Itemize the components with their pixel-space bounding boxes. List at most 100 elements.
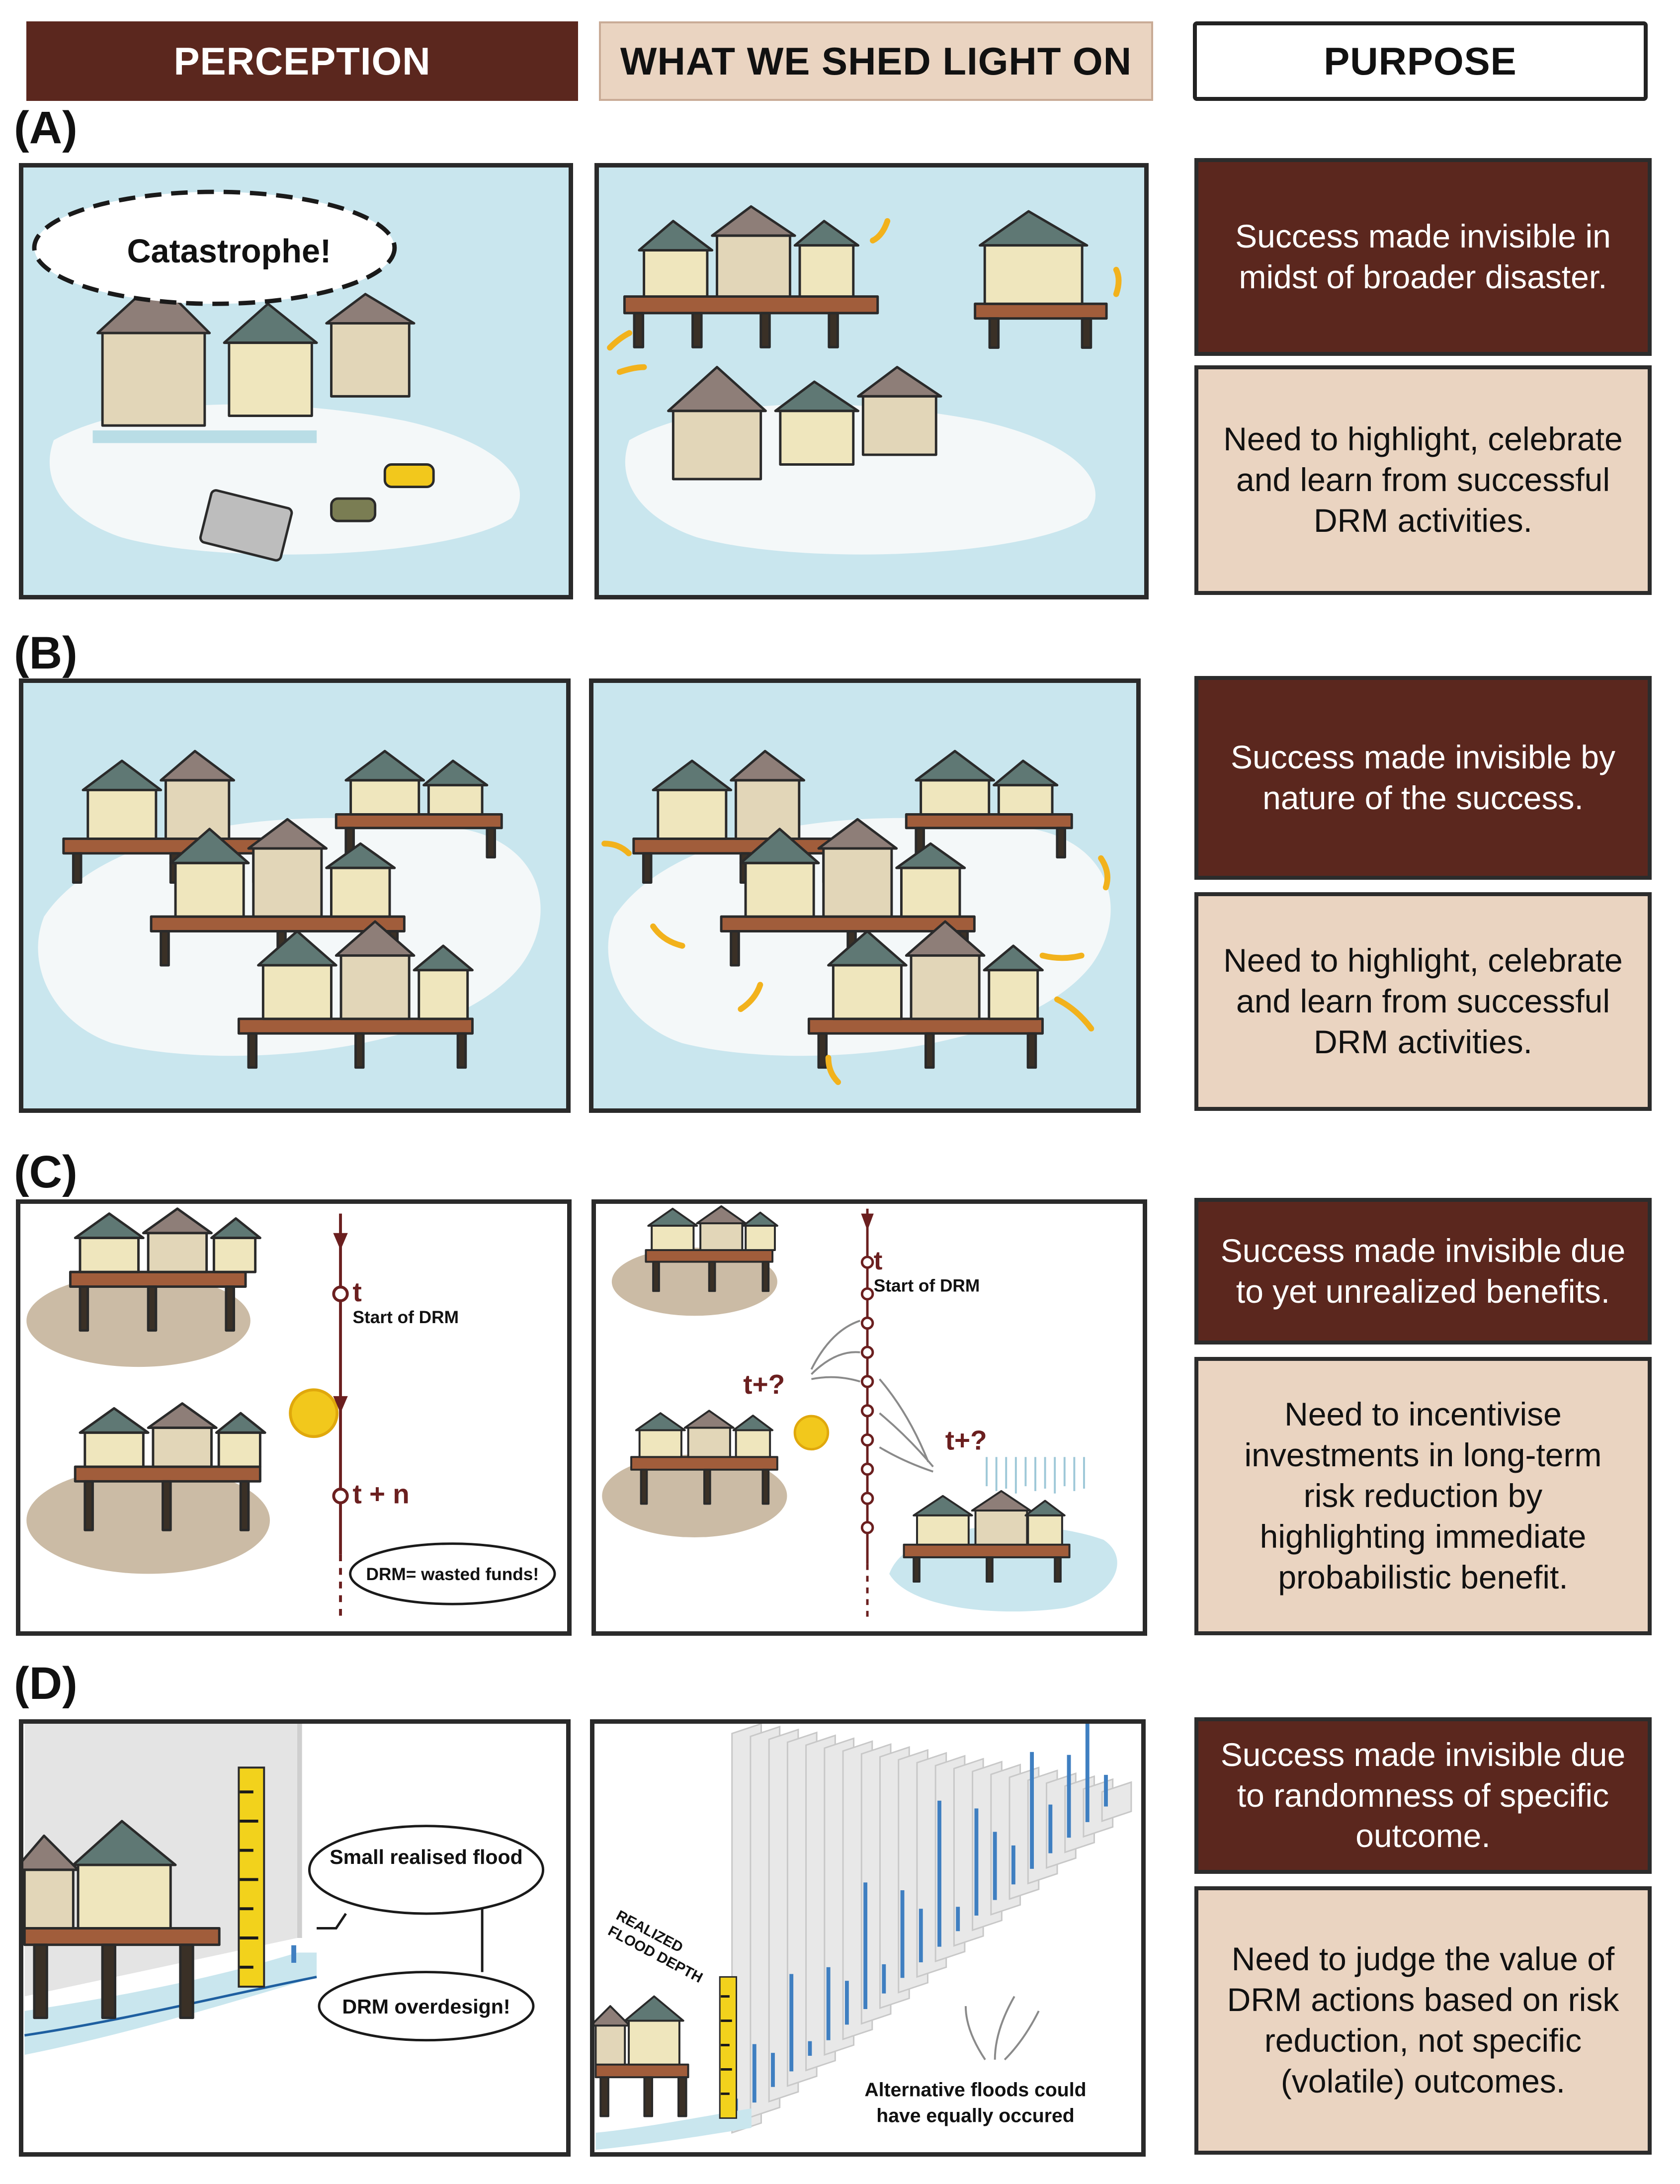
purpose-d-dark-text: Success made invisible due to randomness… bbox=[1220, 1736, 1626, 1854]
section-label-a: (A) bbox=[14, 102, 78, 153]
flooded-houses-right bbox=[903, 1490, 1071, 1583]
houses-on-stilts-d bbox=[23, 1820, 221, 2019]
raised-village-highlight-scene bbox=[601, 750, 1111, 1085]
alternative-flood-depth-bar bbox=[1011, 1845, 1015, 1885]
probabilistic-timeline bbox=[860, 1208, 874, 1623]
timeline-perception: t Start of DRM t + n DRM= wasted funds! bbox=[26, 1207, 556, 1623]
alternative-flood-depth-bar bbox=[919, 1909, 923, 1962]
alternative-flood-depth-bar bbox=[844, 1981, 849, 2025]
purpose-b-light: Need to highlight, celebrate and learn f… bbox=[1194, 892, 1652, 1111]
flooded-house-1 bbox=[96, 278, 211, 427]
start-of-drm-label-right: Start of DRM bbox=[874, 1276, 980, 1295]
section-label-b: (B) bbox=[14, 628, 78, 678]
alt-floods-line2: have equally occured bbox=[876, 2105, 1074, 2126]
flood-level-marker bbox=[291, 1945, 296, 1963]
alt-floods-line1: Alternative floods could bbox=[864, 2079, 1086, 2100]
purpose-b-dark-text: Success made invisible by nature of the … bbox=[1230, 739, 1616, 816]
purpose-c-light: Need to incentivise investments in long-… bbox=[1194, 1357, 1652, 1635]
panel-b-shed-light bbox=[589, 678, 1141, 1113]
flooded-town-raised-houses bbox=[607, 205, 1122, 555]
wasted-funds-bubble bbox=[349, 1542, 556, 1605]
highlight-strokes bbox=[607, 218, 1122, 375]
alternative-flood-sheets bbox=[731, 1724, 1132, 2134]
probability-arrows bbox=[810, 1320, 934, 1473]
houses-top-small bbox=[645, 1205, 778, 1292]
time-t-label-right: t bbox=[874, 1246, 883, 1275]
alternative-flood-depth-bar bbox=[1048, 1804, 1053, 1853]
purpose-b-light-text: Need to highlight, celebrate and learn f… bbox=[1223, 942, 1623, 1060]
alternative-arrows bbox=[964, 1996, 1040, 2061]
header-shed-light: WHAT WE SHED LIGHT ON bbox=[599, 21, 1153, 101]
houses-on-stilts-bottom bbox=[74, 1402, 266, 1531]
panel-c-perception: t Start of DRM t + n DRM= wasted funds! bbox=[16, 1199, 572, 1636]
alternative-flood-depth-bar bbox=[1067, 1755, 1071, 1838]
t-plus-question-right: t+? bbox=[945, 1425, 987, 1456]
alternative-flood-depth-bar bbox=[1030, 1752, 1034, 1869]
houses-bottom-left-d bbox=[594, 1995, 689, 2117]
panel-b-perception bbox=[19, 678, 571, 1113]
overdesign-bubble bbox=[318, 1971, 535, 2042]
small-flood-text: Small realised flood bbox=[330, 1846, 523, 1868]
time-t-label: t bbox=[353, 1276, 362, 1307]
panel-c-shed-light: t Start of DRM t+? t+? bbox=[591, 1199, 1147, 1636]
alternative-flood-depth-bar bbox=[993, 1832, 997, 1900]
purpose-d-light: Need to judge the value of DRM actions b… bbox=[1194, 1886, 1652, 2155]
header-shed-label: WHAT WE SHED LIGHT ON bbox=[620, 39, 1132, 83]
raised-village-scene bbox=[38, 750, 541, 1069]
flood-sheet bbox=[1101, 1781, 1132, 1822]
purpose-d-dark: Success made invisible due to randomness… bbox=[1194, 1717, 1652, 1874]
alternative-flood-depth-bar bbox=[863, 1882, 868, 2010]
header-purpose: PURPOSE bbox=[1193, 21, 1648, 101]
purpose-a-light-text: Need to highlight, celebrate and learn f… bbox=[1223, 420, 1623, 539]
header-perception: PERCEPTION bbox=[26, 21, 578, 101]
flooded-town-scene: Catastrophe! bbox=[32, 189, 520, 562]
panel-d-shed-light: REALIZED FLOOD DEPTH Alternative floods … bbox=[590, 1719, 1146, 2157]
section-label-d: (D) bbox=[14, 1658, 78, 1709]
purpose-c-dark: Success made invisible due to yet unreal… bbox=[1194, 1198, 1652, 1344]
panel-d-perception: Small realised flood DRM overdesign! bbox=[19, 1719, 571, 2157]
overdesign-text: DRM overdesign! bbox=[342, 1995, 510, 2018]
alternative-flood-depth-bar bbox=[956, 1907, 960, 1932]
alternative-floods-scene: REALIZED FLOOD DEPTH Alternative floods … bbox=[594, 1724, 1132, 2150]
alternative-flood-depth-bar bbox=[1085, 1724, 1090, 1822]
purpose-a-light: Need to highlight, celebrate and learn f… bbox=[1194, 365, 1652, 595]
alternative-flood-depth-bar bbox=[900, 1890, 905, 1978]
houses-left-mid bbox=[630, 1410, 778, 1505]
alternative-flood-depth-bar bbox=[974, 1808, 979, 1916]
time-t-plus-n-label: t + n bbox=[353, 1478, 410, 1509]
sun-icon bbox=[289, 1388, 339, 1438]
small-flood-line: Small realised flood bbox=[330, 1846, 523, 1868]
alternative-flood-depth-bar bbox=[937, 1800, 941, 1947]
alternative-flood-depth-bar bbox=[789, 1974, 794, 2072]
alternative-flood-depth-bar bbox=[771, 2053, 775, 2087]
catastrophe-text: Catastrophe! bbox=[127, 233, 331, 270]
alternative-flood-depth-bar bbox=[882, 1964, 886, 1994]
timeline-probabilistic: t Start of DRM t+? t+? bbox=[602, 1205, 1117, 1623]
panel-a-perception: Catastrophe! bbox=[19, 163, 573, 599]
start-of-drm-label: Start of DRM bbox=[353, 1308, 459, 1327]
flooded-houses-small bbox=[667, 366, 942, 481]
section-label-c: (C) bbox=[14, 1147, 78, 1197]
purpose-c-light-text: Need to incentivise investments in long-… bbox=[1244, 1396, 1602, 1596]
purpose-a-dark: Success made invisible in midst of broad… bbox=[1194, 158, 1652, 356]
alternative-flood-depth-bar bbox=[808, 2041, 812, 2056]
purpose-b-dark: Success made invisible by nature of the … bbox=[1194, 676, 1652, 880]
catastrophe-bubble bbox=[32, 189, 397, 306]
small-flood-bubble bbox=[308, 1825, 545, 1915]
alternative-flood-depth-bar bbox=[826, 1967, 831, 2040]
raised-house-group bbox=[623, 205, 879, 348]
rain-lines bbox=[986, 1457, 1085, 1494]
purpose-a-dark-text: Success made invisible in midst of broad… bbox=[1235, 218, 1611, 295]
gauge-staff-d bbox=[719, 1976, 737, 2119]
gauge-staff bbox=[238, 1766, 265, 1988]
sun-icon-small bbox=[793, 1415, 830, 1451]
header-purpose-label: PURPOSE bbox=[1324, 39, 1517, 83]
purpose-d-light-text: Need to judge the value of DRM actions b… bbox=[1227, 1940, 1619, 2100]
houses-on-stilts-top bbox=[69, 1207, 261, 1332]
alternative-flood-bars bbox=[734, 1724, 1108, 2118]
raised-house-right bbox=[974, 210, 1108, 349]
purpose-c-dark-text: Success made invisible due to yet unreal… bbox=[1220, 1232, 1626, 1310]
flooded-house-2 bbox=[223, 302, 318, 417]
alternative-flood-depth-bar bbox=[752, 2044, 756, 2103]
header-perception-label: PERCEPTION bbox=[173, 39, 431, 83]
